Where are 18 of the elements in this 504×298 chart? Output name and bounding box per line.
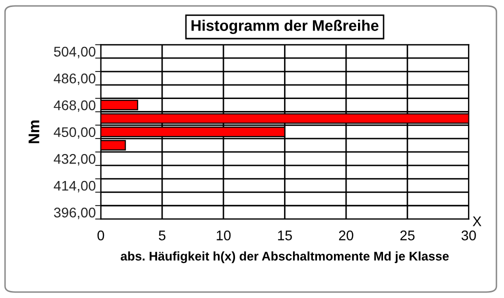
x-tick-label: 0 [97, 230, 104, 240]
y-tick-label: 414,00 [54, 180, 96, 192]
y-tick-label: 450,00 [54, 127, 96, 139]
x-tick-label: 15 [278, 230, 292, 240]
y-tick-label: 468,00 [54, 100, 96, 112]
x-tick-label: 20 [339, 230, 354, 240]
x-tick-label: 30 [462, 230, 476, 240]
x-tick-label: 25 [400, 230, 415, 240]
x-axis-title: abs. Häufigkeit h(x) der Abschaltmomente Md je Klasse [120, 251, 449, 264]
x-tick-label: 10 [216, 230, 231, 240]
chart-title: Histogramm der Meßreihe [192, 20, 378, 34]
y-tick-label: 396,00 [54, 208, 96, 220]
y-tick-label: 504,00 [54, 46, 96, 58]
y-axis-title: Nm [28, 120, 40, 144]
y-tick-label: 486,00 [54, 74, 96, 86]
y-tick-label: 432,00 [54, 154, 96, 166]
text: X [472, 216, 482, 226]
x-tick-label: 5 [158, 230, 166, 240]
